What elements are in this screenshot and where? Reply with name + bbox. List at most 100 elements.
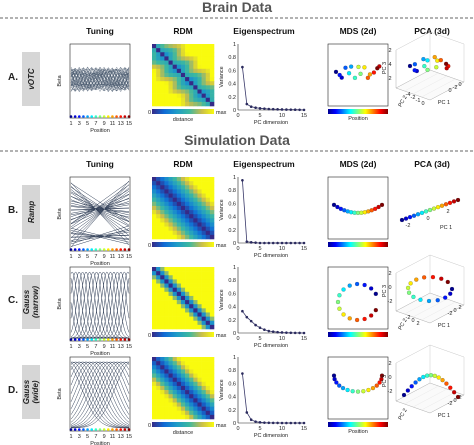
rdm-cell: [160, 181, 165, 186]
rdm-cell: [189, 295, 194, 301]
rdm-cell: [205, 197, 211, 203]
pca-point: [406, 290, 412, 295]
eigen-xtick: 0: [236, 246, 239, 252]
rdm-cell: [201, 275, 207, 280]
rdm-cell: [176, 267, 182, 272]
rdm-cell: [201, 377, 207, 383]
pca-tick: -2: [448, 311, 453, 317]
rdm-cell: [176, 89, 182, 94]
position-marker: [69, 428, 73, 431]
rdm-cell: [189, 316, 194, 322]
rdm-cell: [209, 197, 215, 203]
rdm-cell: [156, 402, 161, 407]
rdm-cell: [205, 365, 211, 370]
rdm-cell: [168, 369, 173, 374]
tuning-curve: [70, 361, 130, 415]
rdm-cell: [176, 275, 182, 280]
pca-point: [428, 373, 434, 378]
tuning-xtick: 13: [118, 121, 124, 127]
rdm-cell: [156, 308, 161, 313]
rdm-cell: [180, 89, 186, 94]
rdm-cell: [189, 205, 194, 211]
pca-point: [444, 61, 449, 66]
rdm-cell: [193, 324, 198, 330]
rdm-cell: [156, 60, 161, 65]
rdm-cell: [189, 291, 194, 297]
rdm-cell: [172, 275, 178, 280]
tuning-curve: [70, 191, 130, 223]
rdm-cell: [185, 214, 190, 219]
rdm-cell: [205, 308, 211, 313]
position-marker: [123, 115, 127, 118]
rdm-cell: [168, 89, 173, 94]
position-marker: [77, 248, 81, 251]
rdm-cell: [160, 308, 165, 313]
rdm-cell: [172, 385, 178, 391]
rdm-cell: [189, 365, 194, 370]
eigen-ytick: 0.8: [228, 278, 236, 284]
mds-point: [346, 71, 352, 76]
rdm-cell: [185, 267, 190, 272]
tuning-xlabel: Position: [90, 441, 110, 445]
rdm-cell: [193, 218, 198, 223]
pca-grid: [421, 391, 456, 411]
mds-colorbar: [328, 109, 388, 114]
rdm-cell: [209, 72, 215, 78]
pca-tick: 2: [388, 76, 391, 82]
position-marker: [127, 248, 131, 251]
position-marker: [82, 248, 85, 251]
rdm-cell: [197, 77, 202, 82]
rdm-cell: [201, 181, 207, 186]
rdm-cell: [201, 44, 207, 49]
rdm-cell: [160, 210, 165, 215]
pca-tick: 0: [388, 375, 391, 381]
rdm-cell: [176, 361, 182, 366]
rdm-cell: [164, 222, 169, 227]
rdm-cell: [193, 271, 198, 276]
tuning-curve: [70, 189, 130, 224]
rdm-cell: [197, 68, 202, 74]
rdm-cell: [176, 64, 182, 70]
rdm-cell: [164, 373, 169, 378]
rdm-cell: [201, 291, 207, 297]
tuning-xtick: 7: [94, 434, 97, 440]
rdm-cell: [209, 77, 215, 82]
rdm-cell: [209, 101, 215, 107]
rdm-cell: [197, 373, 202, 378]
eigen-xtick: 15: [301, 113, 307, 119]
rdm-cell: [209, 222, 215, 227]
column-headers-simulation: Tuning RDM Eigenspectrum MDS (2d) PCA (3…: [86, 159, 450, 169]
rdm-cell: [197, 365, 202, 370]
rdm-cell: [176, 85, 182, 90]
rdm-cell: [205, 56, 211, 61]
rdm-cell: [201, 287, 207, 293]
rdm-max: max: [216, 423, 227, 429]
eigen-point: [298, 421, 301, 425]
mds-point: [331, 373, 337, 378]
pca-point: [443, 202, 449, 207]
rdm-cell: [172, 189, 178, 194]
rdm-cell: [205, 177, 211, 182]
rdm-cell: [185, 185, 190, 190]
rdm-cell: [152, 316, 157, 322]
rdm-cell: [172, 48, 178, 53]
rdm-cell: [205, 369, 211, 374]
rdm-cell: [156, 205, 161, 211]
rdm-cell: [152, 222, 157, 227]
mds-point: [373, 291, 378, 296]
rdm-cell: [189, 275, 194, 280]
rdm-cell: [160, 414, 165, 420]
rdm-cell: [180, 68, 186, 74]
rdm-cell: [156, 197, 161, 203]
rdm-cell: [168, 283, 173, 288]
tuning-curve: [70, 196, 130, 227]
pca-point: [451, 199, 457, 204]
eigen-point: [249, 105, 253, 108]
rdm-cell: [193, 64, 198, 70]
rdm-cell: [152, 48, 157, 53]
rdm-cell: [197, 308, 202, 313]
pca-point: [422, 64, 427, 69]
rdm-cell: [164, 85, 169, 90]
rdm-cell: [176, 185, 182, 190]
